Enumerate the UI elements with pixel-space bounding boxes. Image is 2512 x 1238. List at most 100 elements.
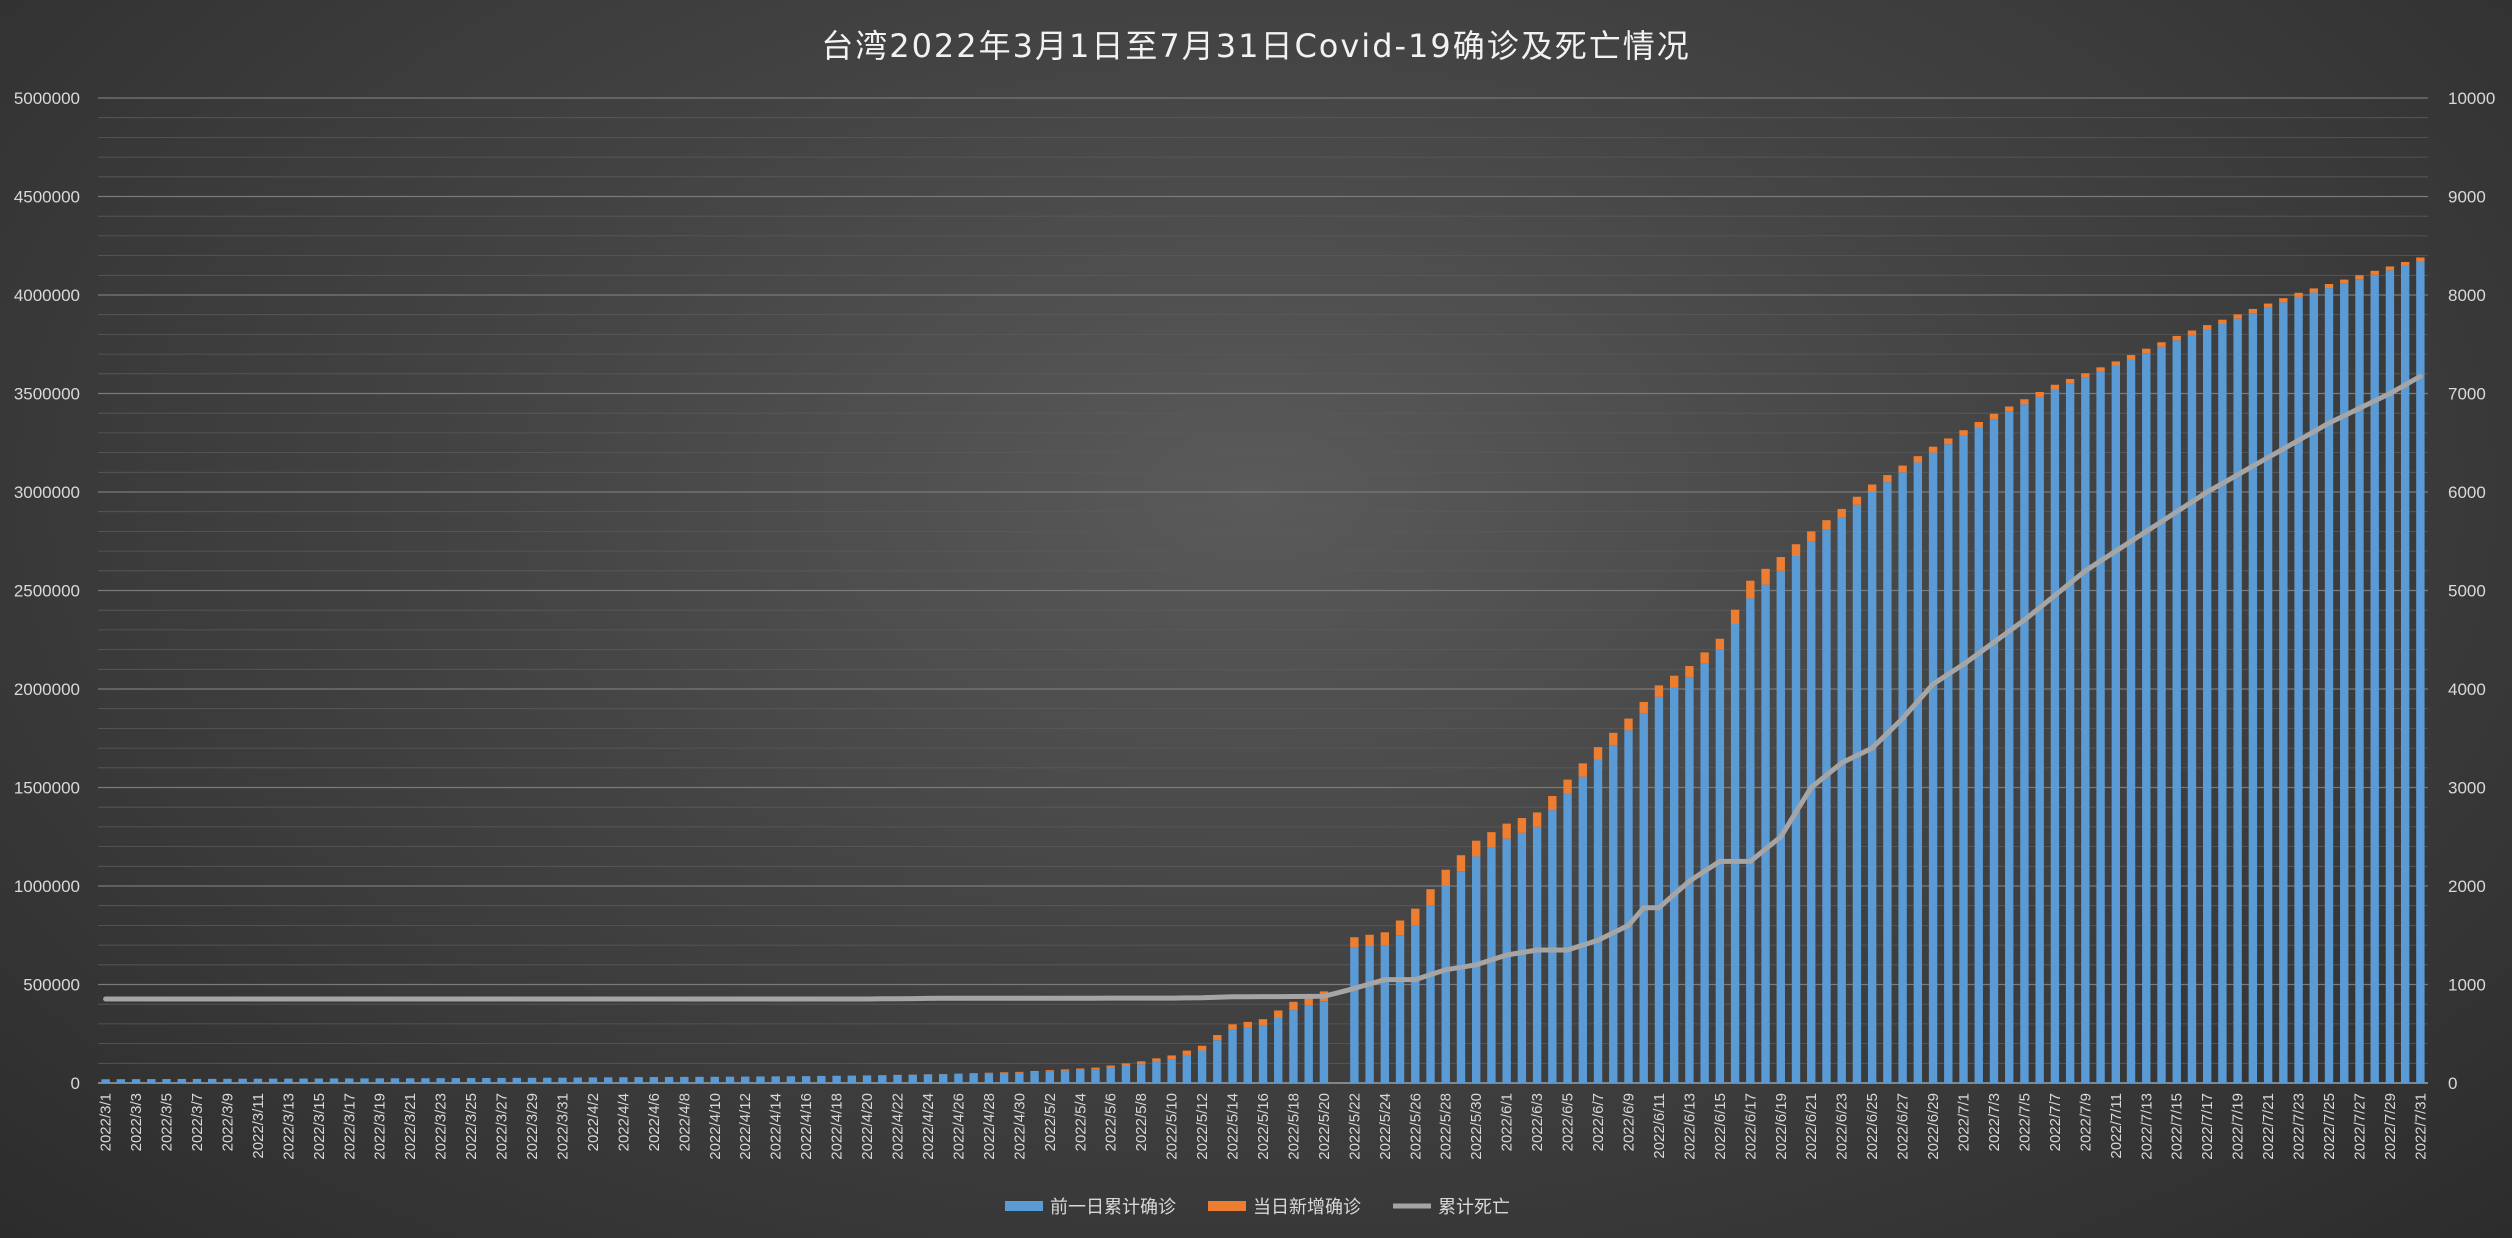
cumulative-confirmed-bar bbox=[1365, 946, 1374, 1083]
x-tick-label: 2022/5/16 bbox=[1255, 1093, 1272, 1160]
daily-new-bar bbox=[1822, 520, 1831, 530]
cumulative-confirmed-bar bbox=[299, 1078, 308, 1083]
daily-new-bar bbox=[2340, 279, 2349, 284]
daily-new-bar bbox=[2309, 288, 2318, 293]
x-tick-label: 2022/4/30 bbox=[1011, 1093, 1028, 1160]
chart-title: 台湾2022年3月1日至7月31日Covid-19确诊及死亡情况 bbox=[821, 27, 1691, 65]
right-y-tick-label: 5000 bbox=[2448, 582, 2486, 601]
daily-new-bar bbox=[1593, 747, 1603, 760]
x-tick-label: 2022/5/18 bbox=[1285, 1093, 1302, 1160]
daily-new-bar bbox=[2370, 270, 2379, 275]
daily-new-bar bbox=[2263, 303, 2273, 308]
right-y-tick-label: 10000 bbox=[2448, 89, 2495, 108]
daily-new-bar bbox=[1197, 1045, 1207, 1051]
x-tick-label: 2022/3/9 bbox=[219, 1093, 236, 1151]
cumulative-confirmed-bar bbox=[223, 1078, 232, 1083]
cumulative-confirmed-bar bbox=[741, 1076, 750, 1083]
cumulative-confirmed-bar bbox=[923, 1074, 933, 1083]
cumulative-confirmed-bar bbox=[360, 1078, 369, 1083]
daily-new-bar bbox=[2385, 266, 2395, 271]
cumulative-confirmed-bar bbox=[969, 1073, 978, 1083]
x-tick-label: 2022/3/15 bbox=[311, 1093, 328, 1160]
daily-new-bar bbox=[2324, 284, 2334, 289]
cumulative-confirmed-bar bbox=[2324, 288, 2334, 1084]
x-tick-label: 2022/7/31 bbox=[2412, 1093, 2429, 1160]
daily-new-bar bbox=[1411, 908, 1420, 926]
x-tick-label: 2022/5/8 bbox=[1133, 1093, 1150, 1151]
daily-new-bar bbox=[1274, 1010, 1283, 1018]
cumulative-confirmed-bar bbox=[2233, 318, 2242, 1083]
daily-new-bar bbox=[1076, 1068, 1085, 1070]
cumulative-confirmed-bar bbox=[725, 1076, 735, 1083]
daily-new-bar bbox=[1548, 796, 1557, 811]
cumulative-confirmed-bar bbox=[1091, 1069, 1100, 1083]
cumulative-confirmed-bar bbox=[436, 1078, 445, 1083]
x-tick-label: 2022/6/11 bbox=[1651, 1093, 1668, 1159]
daily-new-bar bbox=[2050, 384, 2060, 390]
daily-new-bar bbox=[1015, 1071, 1024, 1073]
daily-new-bar bbox=[2248, 308, 2258, 314]
cumulative-confirmed-bar bbox=[1669, 687, 1679, 1083]
x-tick-label: 2022/4/2 bbox=[585, 1093, 602, 1151]
cumulative-confirmed-bar bbox=[1243, 1027, 1252, 1083]
cumulative-confirmed-bar bbox=[2065, 383, 2075, 1083]
x-tick-label: 2022/3/25 bbox=[463, 1093, 480, 1160]
cumulative-confirmed-bar bbox=[1654, 696, 1664, 1083]
left-y-tick-label: 4500000 bbox=[14, 188, 80, 207]
legend-swatch bbox=[1208, 1201, 1246, 1211]
gridlines bbox=[98, 97, 2428, 1084]
cumulative-confirmed-bar bbox=[131, 1079, 141, 1083]
left-y-axis: 0 500000 1000000 1500000 2000000 2500000 30000… bbox=[14, 89, 80, 1093]
daily-new-bar bbox=[1243, 1021, 1252, 1028]
x-tick-label: 2022/5/14 bbox=[1225, 1093, 1242, 1160]
daily-new-bar bbox=[1852, 496, 1862, 505]
daily-new-bar bbox=[1791, 544, 1801, 557]
legend-swatch bbox=[1005, 1201, 1043, 1211]
daily-new-bar bbox=[1944, 438, 1953, 445]
cumulative-confirmed-bar bbox=[1593, 759, 1603, 1083]
cumulative-confirmed-bar bbox=[634, 1077, 643, 1083]
cumulative-confirmed-bar bbox=[1822, 529, 1831, 1083]
daily-new-bar bbox=[1913, 456, 1923, 463]
cumulative-confirmed-bar bbox=[208, 1078, 217, 1083]
x-tick-label: 2022/5/28 bbox=[1438, 1093, 1455, 1160]
daily-new-bar bbox=[1578, 763, 1587, 777]
cumulative-confirmed-bar bbox=[1411, 925, 1420, 1083]
cumulative-confirmed-bar bbox=[1487, 847, 1496, 1083]
daily-new-bar bbox=[1837, 508, 1846, 518]
x-tick-label: 2022/7/17 bbox=[2199, 1093, 2216, 1160]
cumulative-confirmed-bar bbox=[2202, 329, 2212, 1084]
daily-new-bar bbox=[1898, 465, 1907, 473]
daily-new-bar bbox=[1289, 1001, 1298, 1011]
cumulative-confirmed-bar bbox=[2248, 313, 2258, 1083]
x-tick-label: 2022/6/29 bbox=[1925, 1093, 1942, 1160]
x-tick-label: 2022/7/11 bbox=[2108, 1093, 2125, 1159]
cumulative-confirmed-bar bbox=[329, 1078, 339, 1083]
x-tick-label: 2022/3/21 bbox=[402, 1093, 419, 1160]
cumulative-confirmed-bar bbox=[1076, 1069, 1085, 1083]
series-cumulative-confirmed-bars bbox=[101, 261, 2425, 1084]
legend: 前一日累计确诊 当日新增确诊 累计死亡 bbox=[1005, 1197, 1510, 1218]
cumulative-confirmed-bar bbox=[116, 1079, 126, 1083]
cumulative-confirmed-bar bbox=[939, 1074, 948, 1083]
left-y-tick-label: 1500000 bbox=[14, 779, 80, 798]
cumulative-confirmed-bar bbox=[1030, 1072, 1039, 1083]
cumulative-confirmed-bar bbox=[101, 1079, 110, 1083]
daily-new-bar bbox=[1167, 1055, 1176, 1060]
cumulative-confirmed-bar bbox=[771, 1076, 780, 1083]
x-tick-label: 2022/7/13 bbox=[2138, 1093, 2155, 1160]
x-tick-label: 2022/4/24 bbox=[920, 1093, 937, 1160]
daily-new-bar bbox=[1807, 531, 1816, 542]
daily-new-bar bbox=[1883, 475, 1892, 483]
cumulative-confirmed-bar bbox=[1121, 1065, 1131, 1083]
cumulative-confirmed-bar bbox=[1502, 838, 1511, 1083]
cumulative-confirmed-bar bbox=[2111, 365, 2120, 1083]
cumulative-confirmed-bar bbox=[1928, 452, 1938, 1084]
cumulative-confirmed-bar bbox=[2370, 274, 2379, 1083]
cumulative-confirmed-bar bbox=[1152, 1061, 1161, 1083]
daily-new-bar bbox=[984, 1072, 994, 1074]
cumulative-confirmed-bar bbox=[878, 1075, 887, 1083]
cumulative-confirmed-bar bbox=[1974, 427, 1983, 1083]
x-tick-label: 2022/7/21 bbox=[2260, 1093, 2277, 1160]
